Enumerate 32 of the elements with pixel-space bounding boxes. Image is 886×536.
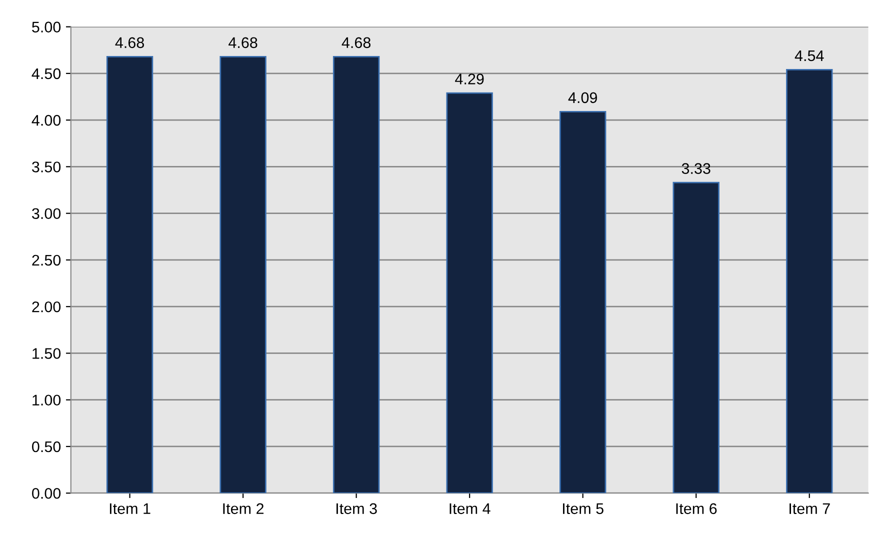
x-tick-label: Item 1 [110, 503, 150, 514]
y-tick-label: 2.00 [32, 301, 61, 312]
data-label: 4.09 [568, 92, 597, 104]
bar [446, 92, 493, 494]
y-tick-label: 0.00 [32, 488, 61, 499]
x-tick-label: Item 6 [676, 503, 717, 514]
y-tick-label: 3.00 [32, 208, 61, 220]
data-label: 4.68 [115, 37, 144, 48]
y-tick-label: 1.50 [32, 348, 61, 359]
bar [106, 56, 154, 494]
data-label: 4.29 [455, 74, 484, 84]
y-tick-label: 5.00 [32, 22, 61, 32]
y-tick-label: 4.50 [32, 68, 61, 80]
bar [220, 56, 266, 494]
data-label: 4.68 [228, 37, 258, 48]
y-tick-label: 3.50 [32, 162, 61, 172]
bar [672, 182, 720, 494]
y-tick-label: 0.50 [32, 441, 61, 452]
x-tick-label: Item 4 [450, 503, 490, 514]
x-tick-label: Item 2 [223, 503, 264, 514]
y-tick-label: 4.00 [32, 114, 61, 126]
bar [332, 56, 380, 494]
data-label: 3.33 [682, 163, 710, 174]
y-tick-label: 1.00 [32, 394, 61, 406]
data-label: 4.54 [794, 50, 824, 62]
data-label: 4.68 [342, 37, 371, 48]
bar [786, 69, 833, 494]
x-tick-label: Item 5 [563, 503, 604, 514]
x-tick-label: Item 7 [790, 503, 830, 514]
y-tick-label: 2.50 [32, 254, 61, 266]
x-tick-label: Item 3 [336, 503, 377, 514]
bar [560, 110, 606, 494]
